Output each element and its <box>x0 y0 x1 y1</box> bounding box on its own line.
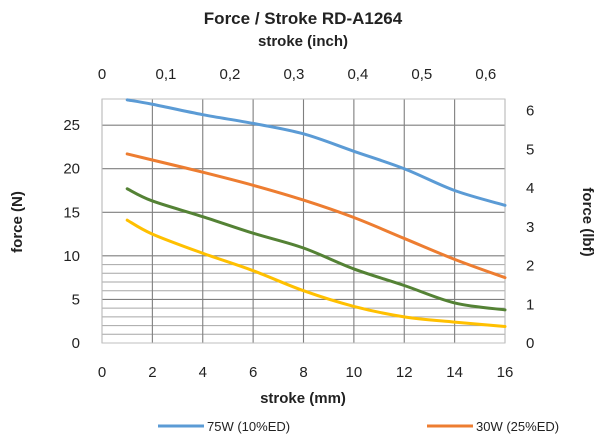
y2-tick-label: 4 <box>526 180 534 197</box>
top-axis-tick-labels: 0 0,1 0,2 0,3 0,4 0,5 0,6 <box>98 66 496 83</box>
x2-tick-label: 0,2 <box>220 66 241 83</box>
x2-tick-label: 0,4 <box>347 66 368 83</box>
y2-tick-label: 6 <box>526 103 534 120</box>
bottom-axis-tick-labels: 0 2 4 6 8 10 12 14 16 <box>98 364 514 381</box>
y-tick-label: 20 <box>63 161 80 178</box>
x2-tick-label: 0,3 <box>283 66 304 83</box>
y-tick-label: 0 <box>72 335 80 352</box>
x2-tick-label: 0,5 <box>411 66 432 83</box>
left-axis-title: force (N) <box>9 191 26 253</box>
y2-tick-label: 3 <box>526 219 534 236</box>
y2-tick-label: 0 <box>526 335 534 352</box>
series-line-4 <box>125 218 507 328</box>
series-lines <box>125 98 507 328</box>
y2-tick-label: 2 <box>526 258 534 275</box>
x-tick-label: 8 <box>299 364 307 381</box>
chart-title: Force / Stroke RD-A1264 <box>204 9 403 28</box>
series-line-1 <box>125 98 507 207</box>
right-axis-title: force (lbf) <box>579 187 596 256</box>
plot-area-frame <box>101 98 506 344</box>
x-tick-label: 10 <box>346 364 363 381</box>
major-gridlines <box>101 99 506 344</box>
x-tick-label: 16 <box>497 364 514 381</box>
y2-tick-label: 5 <box>526 141 534 158</box>
legend-label: 30W (25%ED) <box>476 419 559 434</box>
y-tick-label: 10 <box>63 248 80 265</box>
x-tick-label: 0 <box>98 364 106 381</box>
y2-tick-label: 1 <box>526 296 534 313</box>
x-tick-label: 4 <box>199 364 207 381</box>
right-axis-tick-labels: 0 1 2 3 4 5 6 <box>526 103 534 352</box>
x-tick-label: 12 <box>396 364 413 381</box>
bottom-axis-title: stroke (mm) <box>260 390 346 407</box>
top-axis-title: stroke (inch) <box>258 33 348 50</box>
x2-tick-label: 0 <box>98 66 106 83</box>
y-tick-label: 25 <box>63 117 80 134</box>
x2-tick-label: 0,6 <box>475 66 496 83</box>
x-tick-label: 6 <box>249 364 257 381</box>
y-tick-label: 5 <box>72 291 80 308</box>
x-tick-label: 2 <box>148 364 156 381</box>
y-tick-label: 15 <box>63 204 80 221</box>
left-axis-tick-labels: 0 5 10 15 20 25 <box>63 117 80 352</box>
legend-label: 75W (10%ED) <box>207 419 290 434</box>
x-tick-label: 14 <box>446 364 463 381</box>
series-line-3 <box>125 187 507 312</box>
x2-tick-label: 0,1 <box>156 66 177 83</box>
legend: 75W (10%ED) 30W (25%ED) <box>158 419 559 434</box>
series-line-2 <box>125 152 507 280</box>
